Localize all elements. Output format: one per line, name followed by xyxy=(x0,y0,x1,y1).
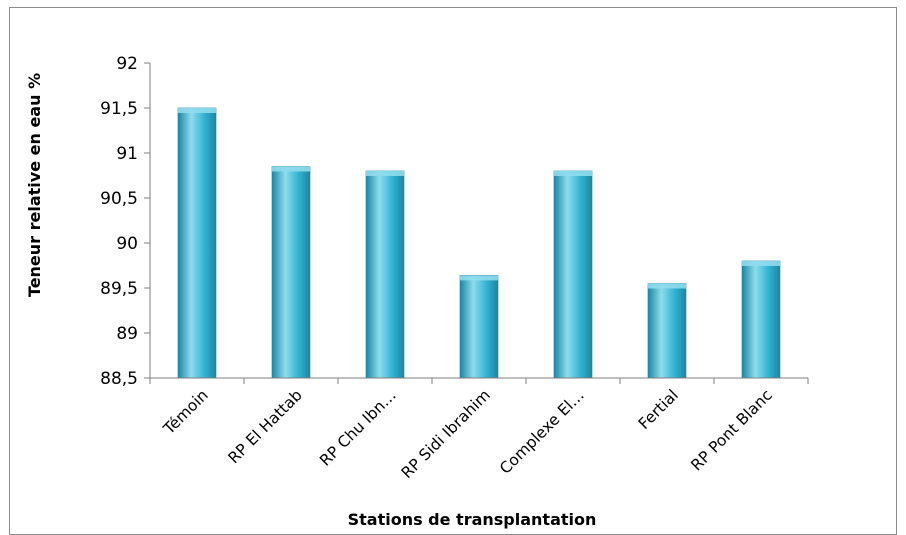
bar-cap-5 xyxy=(648,283,686,289)
bar-1 xyxy=(271,166,311,379)
x-tick-label: Témoin xyxy=(159,386,211,438)
x-tick-labels: Témoin RP El Hattab RP Chu Ibn…RP Sidi Ibr… xyxy=(159,386,775,482)
x-axis-title: Stations de transplantation xyxy=(348,510,597,529)
y-tick-label: 91 xyxy=(116,144,138,164)
y-tick-label: 91,5 xyxy=(100,99,138,119)
y-tick-labels: 88,5 89 89,5 90 90,5 91 91,5 92 xyxy=(100,54,138,389)
bar-cap-3 xyxy=(460,275,498,281)
bar-5 xyxy=(647,283,687,379)
bar-cap-0 xyxy=(178,108,216,113)
bars-group xyxy=(177,107,781,379)
x-tick-label: Fertial xyxy=(635,386,682,433)
x-tick-label: RP Chu Ibn… xyxy=(316,386,400,470)
bar-0 xyxy=(177,107,217,379)
bar-cap-4 xyxy=(554,171,592,176)
x-tick-label: Complexe El… xyxy=(496,386,588,478)
y-axis-title: Teneur relative en eau % xyxy=(25,73,44,297)
bar-3 xyxy=(459,275,499,379)
y-tick-label: 90,5 xyxy=(100,189,138,209)
y-tick-label: 88,5 xyxy=(100,369,138,389)
bar-4 xyxy=(553,170,593,379)
bar-cap-2 xyxy=(366,171,404,176)
y-tick-label: 90 xyxy=(116,234,138,254)
bar-2 xyxy=(365,170,405,379)
y-tick-label: 89 xyxy=(116,324,138,344)
x-tick-label: RP El Hattab xyxy=(225,386,306,467)
bar-6 xyxy=(741,260,781,379)
bar-cap-1 xyxy=(272,166,310,172)
y-tick-label: 89,5 xyxy=(100,279,138,299)
axes-group xyxy=(144,62,809,384)
y-tick-label: 92 xyxy=(116,54,138,74)
bar-cap-6 xyxy=(742,261,780,266)
x-tick-label: RP Pont Blanc xyxy=(687,386,775,474)
x-tick-label: RP Sidi Ibrahim xyxy=(398,386,494,482)
